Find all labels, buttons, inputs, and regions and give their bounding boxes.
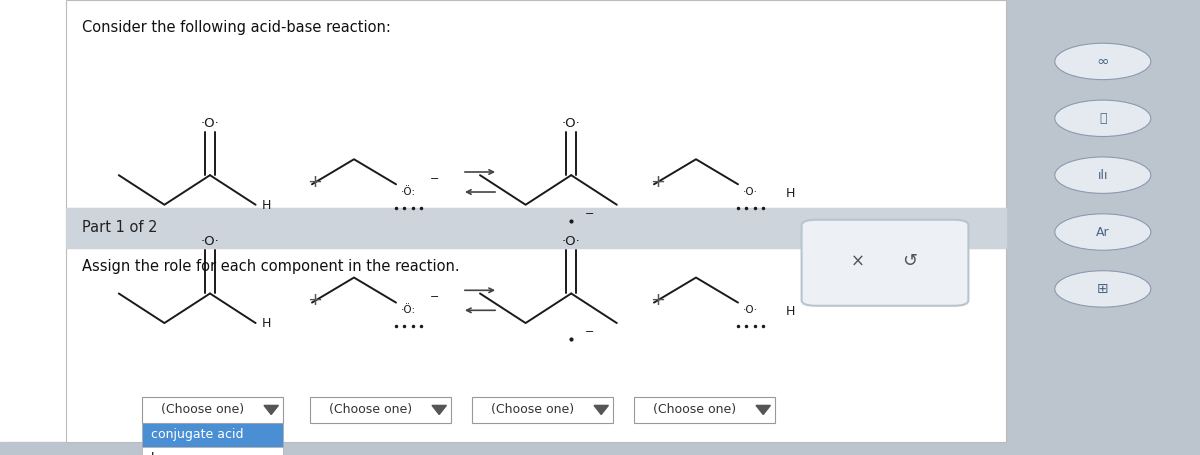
- Circle shape: [1055, 43, 1151, 80]
- Bar: [1006, 0, 1200, 455]
- Text: +: +: [307, 173, 322, 191]
- Text: +: +: [650, 291, 665, 309]
- Text: H: H: [262, 318, 271, 330]
- Polygon shape: [756, 405, 770, 415]
- Bar: [66, 208, 1006, 248]
- FancyBboxPatch shape: [310, 397, 451, 423]
- Text: ↺: ↺: [902, 252, 918, 270]
- Text: Assign the role for each component in the reaction.: Assign the role for each component in th…: [82, 259, 460, 273]
- Text: Consider the following acid-base reaction:: Consider the following acid-base reactio…: [82, 20, 390, 35]
- Text: Part 1 of 2: Part 1 of 2: [82, 221, 157, 235]
- Text: +: +: [307, 291, 322, 309]
- Text: ·Ö:: ·Ö:: [401, 187, 416, 197]
- Text: ·O·: ·O·: [743, 305, 758, 315]
- Text: +: +: [650, 173, 665, 191]
- Text: (Choose one): (Choose one): [491, 404, 574, 416]
- Circle shape: [1055, 271, 1151, 307]
- Bar: [142, 447, 283, 455]
- Circle shape: [1055, 214, 1151, 250]
- Text: −: −: [584, 209, 594, 219]
- Text: Ar: Ar: [1096, 226, 1110, 238]
- Text: H: H: [786, 305, 796, 318]
- Bar: [142, 423, 283, 447]
- Text: ∞: ∞: [1097, 54, 1109, 69]
- Bar: [66, 248, 1006, 442]
- Text: ·Ö:: ·Ö:: [401, 305, 416, 315]
- Text: ×: ×: [851, 252, 864, 270]
- Text: −: −: [584, 327, 594, 337]
- Text: ·O·: ·O·: [200, 235, 220, 248]
- Text: ·O·: ·O·: [562, 116, 581, 130]
- Text: ·O·: ·O·: [743, 187, 758, 197]
- Circle shape: [1055, 157, 1151, 193]
- Text: −: −: [430, 174, 439, 184]
- Polygon shape: [594, 405, 608, 415]
- Text: (Choose one): (Choose one): [653, 404, 736, 416]
- FancyBboxPatch shape: [802, 220, 968, 306]
- Text: conjugate acid: conjugate acid: [151, 429, 244, 441]
- Text: H: H: [786, 187, 796, 200]
- Text: ·O·: ·O·: [200, 116, 220, 130]
- Text: (Choose one): (Choose one): [161, 404, 244, 416]
- Text: H: H: [262, 199, 271, 212]
- FancyBboxPatch shape: [472, 397, 613, 423]
- FancyBboxPatch shape: [634, 397, 775, 423]
- Text: −: −: [430, 292, 439, 302]
- Bar: [66, 0, 1006, 208]
- Text: 📋: 📋: [1099, 112, 1106, 125]
- Text: (Choose one): (Choose one): [329, 404, 412, 416]
- Text: ·O·: ·O·: [562, 235, 581, 248]
- Circle shape: [1055, 100, 1151, 136]
- Text: ılı: ılı: [1098, 169, 1108, 182]
- Polygon shape: [264, 405, 278, 415]
- Polygon shape: [432, 405, 446, 415]
- Text: base: base: [151, 452, 181, 455]
- Bar: [0, 442, 1200, 455]
- Text: ⊞: ⊞: [1097, 282, 1109, 296]
- FancyBboxPatch shape: [142, 397, 283, 423]
